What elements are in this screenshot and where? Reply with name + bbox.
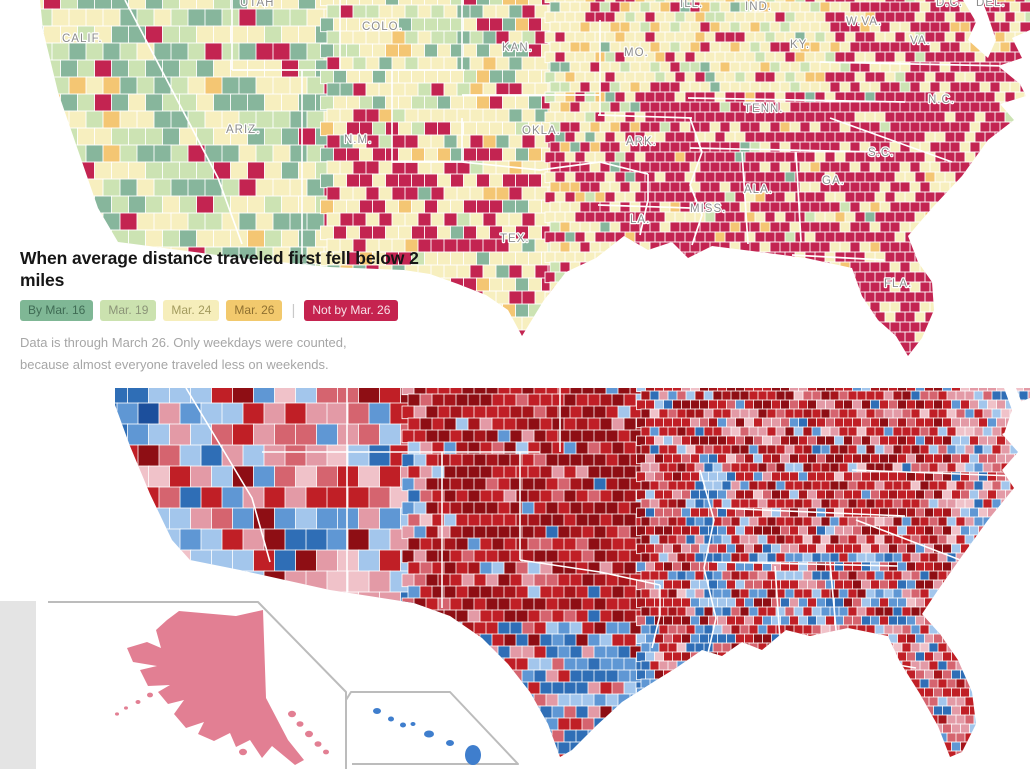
inset-island — [296, 721, 304, 727]
water-overlay — [1004, 388, 1030, 452]
legend-chip-1: By Mar. 16 — [20, 300, 94, 321]
state-label: N.M. — [344, 134, 372, 146]
county-mosaic — [40, 0, 1030, 356]
state-label: IND. — [745, 1, 772, 13]
water-overlay — [963, 0, 996, 58]
legend-chips: By Mar. 16 Mar. 19 Mar. 24 Mar. 26 | Not by M… — [20, 300, 465, 321]
legend-chip-3: Mar. 24 — [163, 300, 220, 321]
state-label: KY. — [790, 39, 810, 51]
state-label: COLO. — [362, 21, 403, 33]
inset-island — [135, 700, 141, 704]
state-label: LA. — [630, 214, 650, 226]
inset-island — [239, 748, 247, 756]
footnote-line-2: because almost everyone traveled less on… — [20, 357, 329, 372]
footnote-line-1: Data is through March 26. Only weekdays … — [20, 335, 347, 350]
inset-border — [345, 691, 519, 765]
legend-chip-5: Not by Mar. 26 — [304, 300, 399, 321]
legend-separator: | — [291, 302, 296, 319]
state-label: N.C. — [928, 94, 955, 106]
state-label: MO. — [624, 47, 649, 59]
election-results-map — [48, 388, 1030, 769]
state-label: DEL. — [976, 0, 1006, 9]
inset-border — [48, 601, 347, 769]
inset-island — [388, 716, 394, 722]
left-edge-panel — [0, 601, 36, 769]
state-label: ARK. — [626, 136, 657, 148]
state-label: MISS. — [690, 203, 726, 215]
inset-island — [314, 741, 322, 747]
inset-island — [424, 730, 434, 738]
state-label: UTAH — [240, 0, 274, 9]
state-label: ALA. — [744, 184, 773, 196]
map-title: When average distance traveled first fel… — [20, 248, 419, 290]
inset-group — [48, 601, 519, 769]
inset-island — [115, 712, 119, 716]
inset-island — [124, 706, 128, 710]
state-borders — [185, 388, 1015, 669]
state-labels: UTAH CALIF. ARIZ. N.M. COLO. KAN. MO. ILL. IND. W… — [61, 0, 1006, 291]
inset-landmass — [127, 610, 304, 765]
inset-island — [373, 708, 381, 714]
legend-chip-2: Mar. 19 — [100, 300, 157, 321]
state-label: TENN. — [744, 103, 784, 115]
state-borders — [124, 0, 1009, 262]
state-label: GA. — [822, 175, 845, 187]
state-label: D.C. — [936, 0, 963, 9]
state-label: OKLA. — [522, 125, 561, 137]
state-label: KAN. — [502, 42, 533, 54]
state-label: VA. — [910, 35, 931, 47]
inset-island — [305, 730, 313, 738]
inset-island — [288, 710, 296, 718]
inset-island — [446, 740, 454, 746]
travel-distance-map: UTAH CALIF. ARIZ. N.M. COLO. KAN. MO. ILL. IND. W… — [40, 0, 1030, 356]
state-label: ILL. — [680, 0, 703, 10]
map-footnote: Data is through March 26. Only weekdays … — [20, 332, 465, 376]
state-label: S.C. — [868, 147, 894, 159]
state-label: TEX. — [500, 233, 530, 245]
inset-island — [410, 722, 416, 726]
state-label: FLA. — [884, 278, 912, 290]
state-label: ARIZ. — [226, 124, 260, 136]
inset-island — [400, 722, 406, 728]
state-label: CALIF. — [62, 33, 103, 45]
map-legend: When average distance traveled first fel… — [20, 247, 465, 376]
inset-island — [147, 692, 153, 698]
state-label: W.VA. — [846, 16, 882, 28]
inset-island — [323, 749, 329, 755]
legend-chip-4: Mar. 26 — [226, 300, 283, 321]
inset-island — [465, 745, 481, 765]
